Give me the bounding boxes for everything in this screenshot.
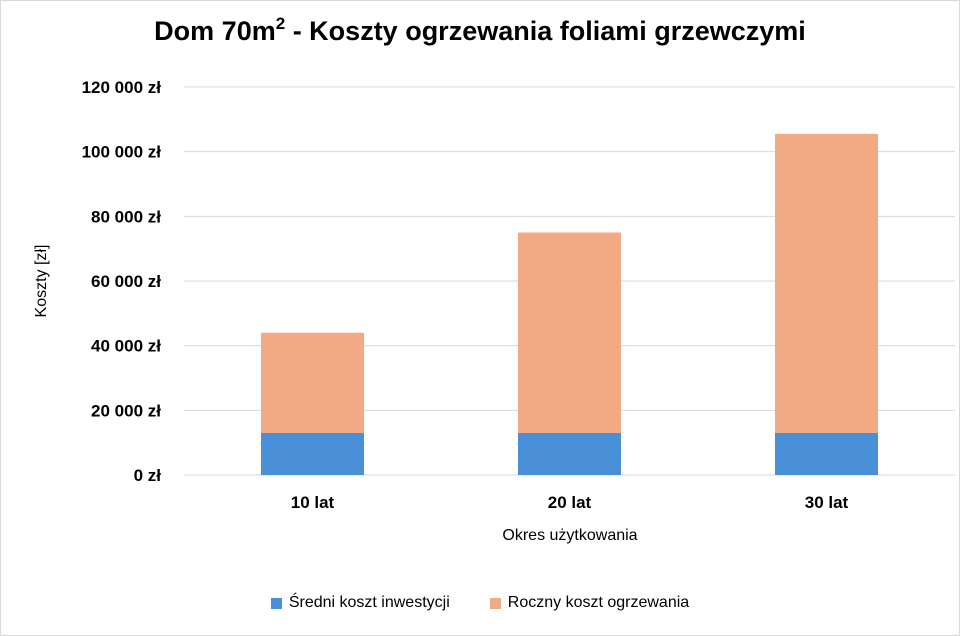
x-tick-label: 30 lat bbox=[805, 493, 849, 512]
x-tick-label: 20 lat bbox=[548, 493, 592, 512]
x-axis-label: Okres użytkowania bbox=[502, 527, 637, 544]
y-axis-label: Koszty [zł] bbox=[33, 245, 50, 318]
bar-investment bbox=[775, 432, 878, 475]
bar-investment bbox=[261, 432, 364, 475]
legend-item-investment: Średni koszt inwestycji bbox=[270, 594, 450, 612]
bar-heating bbox=[518, 232, 621, 433]
y-tick-label: 0 zł bbox=[134, 466, 162, 485]
bar-heating bbox=[775, 133, 878, 433]
y-tick-label: 60 000 zł bbox=[91, 272, 161, 291]
chart-title: Dom 70m2 - Koszty ogrzewania foliami grz… bbox=[0, 14, 960, 47]
title-text: Dom 70m bbox=[154, 16, 276, 46]
x-tick-label: 10 lat bbox=[291, 493, 335, 512]
y-tick-label: 80 000 zł bbox=[91, 207, 161, 226]
y-tick-label: 40 000 zł bbox=[91, 337, 161, 356]
legend-label-investment: Średni koszt inwestycji bbox=[288, 594, 450, 611]
y-tick-label: 20 000 zł bbox=[91, 401, 161, 420]
legend-item-heating: Roczny koszt ogrzewania bbox=[489, 594, 690, 612]
y-tick-label: 120 000 zł bbox=[82, 78, 162, 97]
bar-investment bbox=[518, 432, 621, 475]
title-suffix: - Koszty ogrzewania foliami grzewczymi bbox=[285, 16, 806, 46]
bar-heating bbox=[261, 332, 364, 433]
x-tick-labels: 10 lat 20 lat 30 lat bbox=[291, 493, 849, 512]
y-tick-label: 100 000 zł bbox=[82, 143, 162, 162]
y-tick-labels: 0 zł 20 000 zł 40 000 zł 60 000 zł 80 000 zł… bbox=[82, 78, 162, 485]
legend-label-heating: Roczny koszt ogrzewania bbox=[507, 594, 690, 611]
bars bbox=[261, 133, 878, 475]
legend-swatch-heating bbox=[489, 597, 501, 609]
legend: Średni koszt inwestycji Roczny koszt ogr… bbox=[0, 594, 960, 612]
title-superscript: 2 bbox=[275, 14, 286, 33]
legend-swatch-investment bbox=[270, 597, 282, 609]
